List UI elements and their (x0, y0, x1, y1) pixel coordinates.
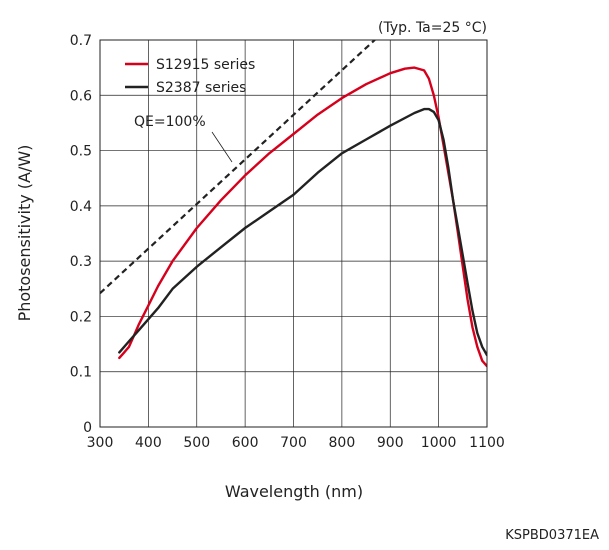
series-line-s12915-series (118, 66, 487, 368)
y-tick-labels: 0 0.1 0.2 0.3 0.4 0.5 0.6 0.7 (70, 33, 92, 436)
y-tick-label: 0.2 (70, 309, 92, 325)
y-axis-title: Photosensitivity (A/W) (15, 145, 34, 322)
condition-note: (Typ. Ta=25 °C) (378, 20, 487, 36)
y-tick-label: 0.6 (70, 88, 92, 104)
grid-lines (100, 40, 487, 427)
y-tick-label: 0.4 (70, 199, 92, 215)
x-tick-labels: 300 400 500 600 700 800 900 1000 1100 (87, 435, 505, 451)
x-tick-label: 600 (232, 435, 259, 451)
qe-annotation-leader (211, 131, 233, 163)
legend: S12915 series S2387 series (125, 57, 255, 96)
x-tick-label: 800 (329, 435, 356, 451)
qe-annotation-label: QE=100% (134, 114, 206, 130)
plot-frame (99, 39, 488, 428)
y-tick-label: 0.1 (70, 365, 92, 381)
series-line-s2387-series (118, 107, 487, 357)
legend-label-s2387: S2387 series (156, 80, 246, 96)
x-tick-label: 1100 (469, 435, 505, 451)
legend-label-s12915: S12915 series (156, 57, 255, 73)
x-tick-label: 900 (377, 435, 404, 451)
y-tick-label: 0 (83, 420, 92, 436)
series-line-qe-100 (100, 40, 377, 295)
x-tick-label: 500 (183, 435, 210, 451)
footer-code: KSPBD0371EA (505, 528, 599, 543)
x-tick-label: 1000 (421, 435, 457, 451)
y-tick-label: 0.3 (70, 254, 92, 270)
x-axis-title: Wavelength (nm) (225, 482, 363, 501)
y-tick-label: 0.5 (70, 144, 92, 160)
x-tick-label: 700 (280, 435, 307, 451)
qe-annotation: QE=100% (134, 114, 233, 163)
series-layer (100, 40, 487, 368)
x-tick-label: 400 (135, 435, 162, 451)
x-tick-label: 300 (87, 435, 114, 451)
y-tick-label: 0.7 (70, 33, 92, 49)
